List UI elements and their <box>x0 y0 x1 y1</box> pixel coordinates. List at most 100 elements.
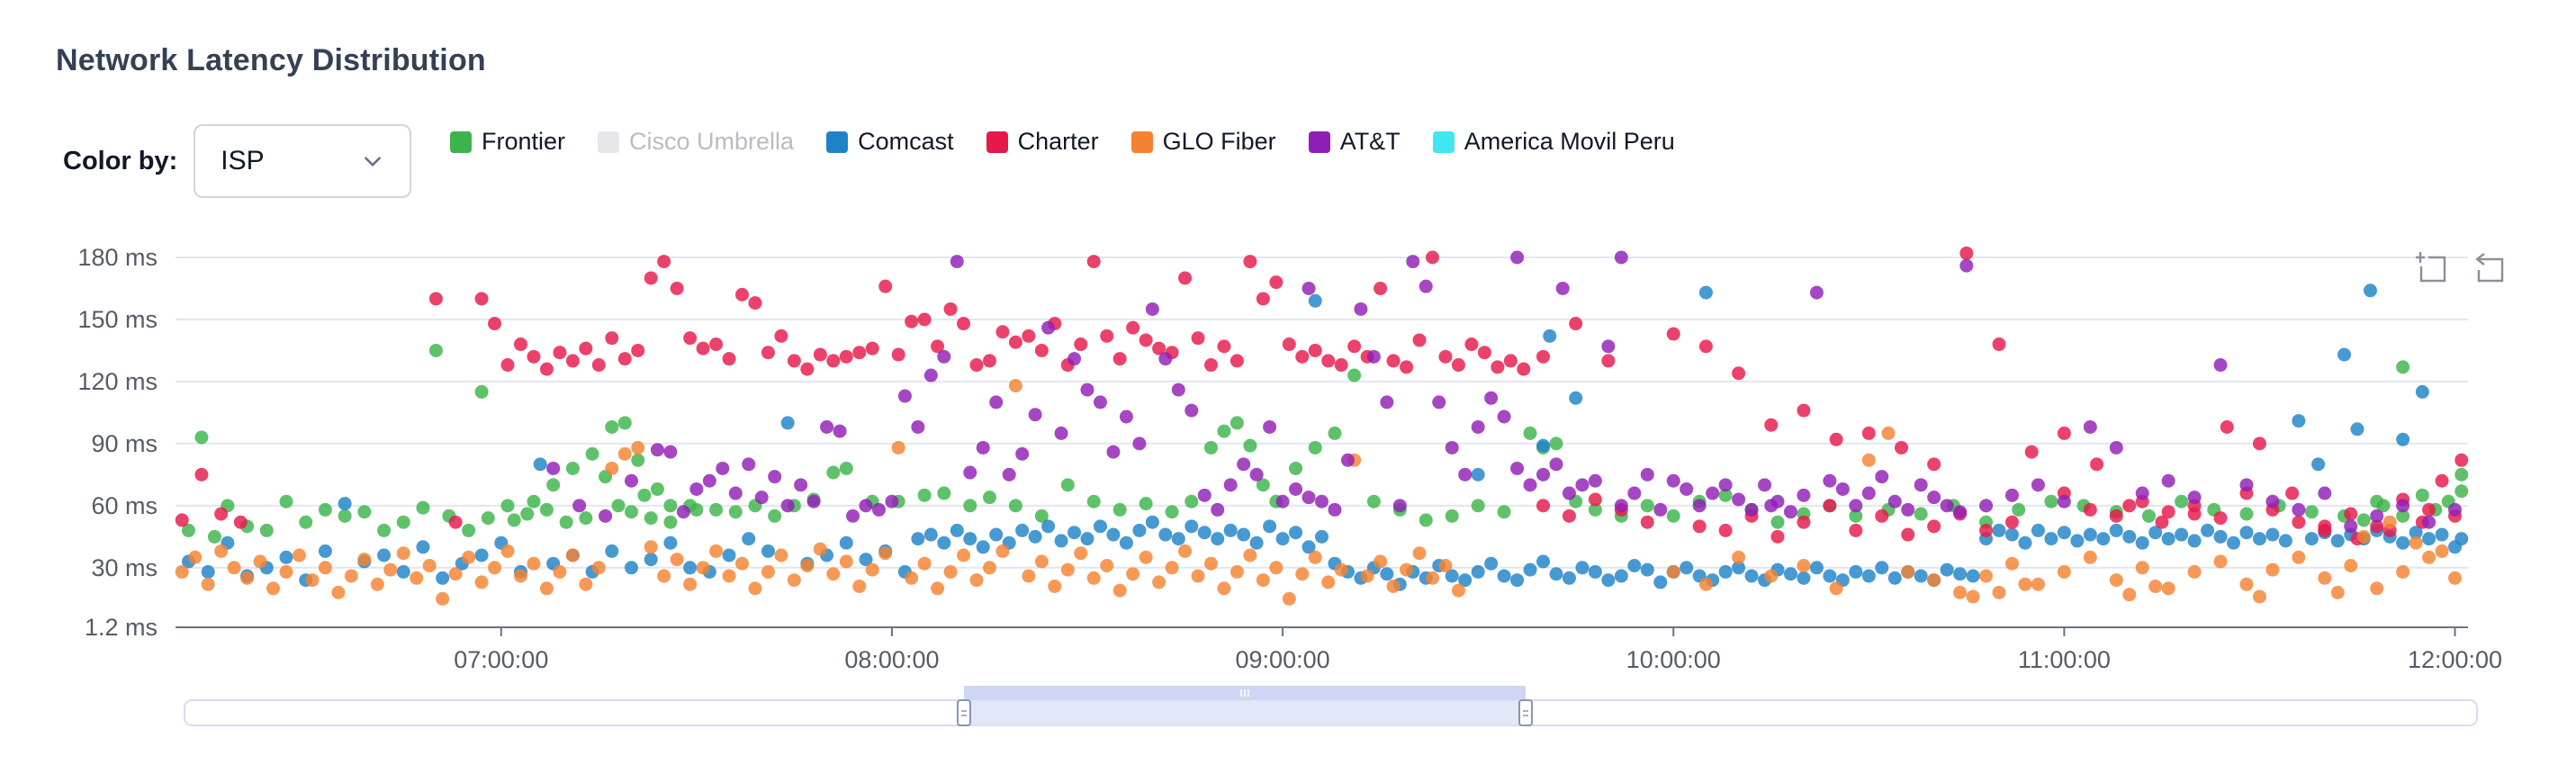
data-point[interactable] <box>1132 436 1147 451</box>
data-point[interactable] <box>2109 440 2123 454</box>
data-point[interactable] <box>2344 559 2358 572</box>
data-point[interactable] <box>2175 527 2189 542</box>
data-point[interactable] <box>1008 379 1022 393</box>
data-point[interactable] <box>1074 338 1088 352</box>
data-point[interactable] <box>539 502 554 517</box>
data-point[interactable] <box>1302 281 1316 295</box>
data-point[interactable] <box>1666 327 1680 341</box>
data-point[interactable] <box>1914 507 1928 521</box>
data-point[interactable] <box>1086 255 1101 269</box>
data-point[interactable] <box>644 511 658 526</box>
data-point[interactable] <box>1243 438 1257 453</box>
data-point[interactable] <box>663 515 678 529</box>
data-point[interactable] <box>2396 536 2410 550</box>
data-point[interactable] <box>1374 281 1388 295</box>
data-point[interactable] <box>780 416 795 430</box>
data-point[interactable] <box>533 457 547 472</box>
data-point[interactable] <box>1100 328 1114 343</box>
legend-item-frontier[interactable]: Frontier <box>450 128 565 156</box>
data-point[interactable] <box>1875 508 1889 523</box>
data-point[interactable] <box>2090 457 2104 472</box>
data-point[interactable] <box>1119 410 1133 424</box>
data-point[interactable] <box>1412 546 1427 561</box>
data-point[interactable] <box>2161 473 2175 488</box>
data-point[interactable] <box>2448 571 2463 585</box>
data-point[interactable] <box>2265 494 2280 508</box>
data-point[interactable] <box>2018 577 2032 591</box>
data-point[interactable] <box>1080 532 1094 546</box>
data-point[interactable] <box>917 556 932 571</box>
data-point[interactable] <box>2070 534 2085 548</box>
data-point[interactable] <box>2415 488 2429 502</box>
data-point[interactable] <box>820 419 834 434</box>
data-point[interactable] <box>500 499 515 513</box>
data-point[interactable] <box>878 546 893 561</box>
data-point[interactable] <box>1523 426 1537 440</box>
data-point[interactable] <box>1471 419 1485 434</box>
data-point[interactable] <box>2454 453 2469 467</box>
data-point[interactable] <box>2044 532 2058 546</box>
data-point[interactable] <box>2265 527 2280 542</box>
data-point[interactable] <box>396 515 410 529</box>
data-point[interactable] <box>1054 534 1068 548</box>
data-point[interactable] <box>428 292 443 306</box>
data-point[interactable] <box>1835 482 1850 496</box>
data-point[interactable] <box>1881 426 1896 440</box>
data-point[interactable] <box>1809 285 1824 300</box>
data-point[interactable] <box>2109 573 2123 588</box>
data-point[interactable] <box>663 445 678 459</box>
data-point[interactable] <box>2220 419 2234 434</box>
color-by-select[interactable]: ISP <box>194 124 412 198</box>
data-point[interactable] <box>846 508 860 523</box>
data-point[interactable] <box>2187 564 2202 579</box>
data-point[interactable] <box>1445 569 1459 583</box>
data-point[interactable] <box>905 571 919 585</box>
data-point[interactable] <box>1126 320 1140 335</box>
data-point[interactable] <box>1386 354 1401 368</box>
data-point[interactable] <box>2311 457 2326 472</box>
data-point[interactable] <box>1927 519 1941 534</box>
data-point[interactable] <box>1041 519 1056 534</box>
data-point[interactable] <box>2031 478 2045 492</box>
data-point[interactable] <box>214 507 229 521</box>
data-point[interactable] <box>1184 519 1199 534</box>
data-point[interactable] <box>2304 532 2319 546</box>
data-point[interactable] <box>1692 519 1707 534</box>
data-point[interactable] <box>377 523 392 537</box>
data-point[interactable] <box>911 532 925 546</box>
data-point[interactable] <box>1588 564 1602 579</box>
data-point[interactable] <box>1940 499 1954 513</box>
data-point[interactable] <box>1861 486 1876 500</box>
data-point[interactable] <box>2363 284 2377 298</box>
data-point[interactable] <box>950 523 964 537</box>
data-point[interactable] <box>2109 508 2123 523</box>
data-point[interactable] <box>683 577 698 591</box>
data-point[interactable] <box>761 564 775 579</box>
data-point[interactable] <box>579 511 593 526</box>
data-point[interactable] <box>891 440 905 454</box>
data-point[interactable] <box>2122 499 2137 513</box>
data-point[interactable] <box>1797 403 1811 418</box>
data-point[interactable] <box>1217 581 1231 596</box>
data-point[interactable] <box>1966 569 1980 583</box>
data-point[interactable] <box>513 338 527 352</box>
data-point[interactable] <box>1471 564 1485 579</box>
data-point[interactable] <box>591 561 606 575</box>
data-point[interactable] <box>448 515 463 529</box>
data-point[interactable] <box>1666 473 1680 488</box>
data-point[interactable] <box>1966 590 1980 604</box>
data-point[interactable] <box>742 457 756 472</box>
data-point[interactable] <box>1366 494 1381 508</box>
data-point[interactable] <box>931 339 945 354</box>
data-point[interactable] <box>2370 519 2384 534</box>
data-point[interactable] <box>1275 532 1290 546</box>
data-point[interactable] <box>1588 492 1602 507</box>
data-point[interactable] <box>657 569 671 583</box>
data-point[interactable] <box>1732 561 1746 575</box>
data-point[interactable] <box>1764 418 1779 432</box>
data-point[interactable] <box>1497 410 1511 424</box>
data-point[interactable] <box>1106 445 1121 459</box>
data-point[interactable] <box>2057 564 2071 579</box>
data-point[interactable] <box>2083 502 2097 517</box>
data-point[interactable] <box>2252 532 2266 546</box>
